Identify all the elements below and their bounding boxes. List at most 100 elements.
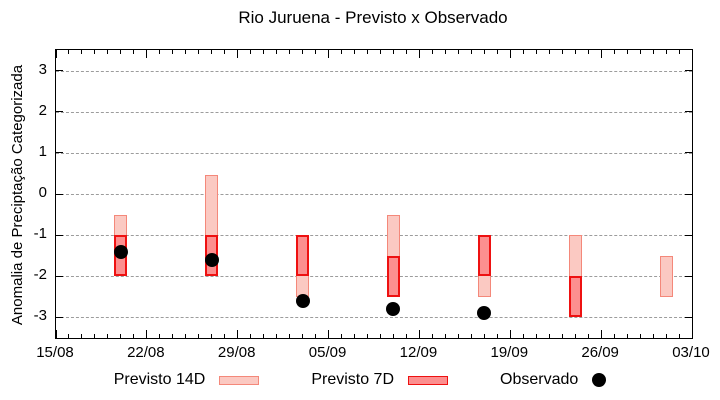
bar-previsto-7d-17-09: [477, 235, 491, 277]
y-tick-right: [685, 234, 692, 236]
x-tick-minor-top: [120, 50, 122, 54]
y-tick-label: 2: [38, 101, 47, 119]
x-tick-minor: [276, 334, 278, 338]
x-tick-major: [418, 330, 420, 338]
y-tick-left: [56, 152, 63, 154]
bar-previsto-7d-03-09: [296, 235, 310, 277]
x-tick-minor: [392, 334, 394, 338]
x-tick-major: [237, 330, 239, 338]
x-tick-minor-top: [354, 50, 356, 54]
x-tick-minor-top: [561, 50, 563, 54]
x-tick-minor: [587, 334, 589, 338]
x-tick-minor: [107, 334, 109, 338]
x-tick-label: 12/09: [399, 344, 438, 361]
x-tick-label: 26/09: [581, 344, 619, 361]
x-tick-minor-top: [224, 50, 226, 54]
legend-swatch-previsto_7d: [408, 375, 449, 385]
legend-label-previsto_7d: Previsto 7D: [311, 371, 395, 388]
x-tick-minor-top: [289, 50, 291, 54]
x-tick-minor-top: [652, 50, 654, 54]
x-tick-major-top: [600, 50, 602, 58]
x-tick-minor-top: [198, 50, 200, 54]
x-tick-minor: [431, 334, 433, 338]
x-tick-minor: [574, 334, 576, 338]
x-tick-minor: [496, 334, 498, 338]
x-tick-minor: [483, 334, 485, 338]
legend-item-previsto_14d: Previsto 14D: [114, 371, 260, 389]
x-tick-minor: [652, 334, 654, 338]
x-tick-minor-top: [94, 50, 96, 54]
y-tick-label: -3: [33, 307, 47, 325]
gridline-y-3: [56, 70, 692, 72]
x-tick-major: [55, 330, 57, 338]
x-tick-minor: [68, 334, 70, 338]
x-tick-minor-top: [250, 50, 252, 54]
x-tick-minor: [613, 334, 615, 338]
x-tick-minor: [367, 334, 368, 338]
x-tick-minor: [626, 334, 628, 338]
x-tick-major: [600, 330, 602, 338]
y-tick-left: [56, 193, 63, 195]
x-tick-minor-top: [392, 50, 394, 54]
x-tick-minor-top: [81, 50, 83, 54]
x-tick-minor: [185, 334, 187, 338]
x-tick-label: 29/08: [217, 344, 256, 361]
y-tick-right: [685, 111, 692, 113]
x-tick-minor-top: [133, 50, 135, 54]
y-tick-left: [56, 275, 63, 277]
x-tick-major-top: [418, 50, 420, 58]
x-tick-minor: [470, 334, 472, 338]
x-tick-label: 22/08: [127, 344, 165, 361]
x-tick-minor-top: [639, 50, 641, 54]
y-tick-left: [56, 234, 63, 236]
plot-area: [55, 49, 693, 339]
x-tick-minor: [94, 334, 96, 338]
x-tick-minor: [341, 334, 343, 338]
x-tick-major-top: [691, 50, 693, 58]
x-tick-minor-top: [444, 50, 446, 54]
y-tick-left: [56, 316, 63, 318]
x-tick-minor: [522, 334, 524, 338]
gridline-y--3: [56, 317, 692, 319]
x-tick-minor-top: [678, 50, 680, 54]
x-tick-minor-top: [522, 50, 524, 54]
x-tick-label: 03/10: [672, 344, 710, 361]
x-tick-minor-top: [431, 50, 433, 54]
x-tick-minor: [354, 334, 356, 338]
legend: Previsto 14D Previsto 7D Observado: [0, 371, 720, 389]
x-tick-major-top: [509, 50, 511, 58]
y-tick-right: [685, 70, 692, 72]
chart-title: Rio Juruena - Previsto x Observado: [238, 8, 508, 27]
x-tick-minor: [457, 334, 459, 338]
x-tick-minor-top: [107, 50, 109, 54]
legend-item-previsto_7d: Previsto 7D: [311, 371, 449, 389]
x-tick-minor: [133, 334, 135, 338]
x-tick-minor-top: [483, 50, 485, 54]
x-tick-minor-top: [587, 50, 589, 54]
y-tick-right: [685, 316, 692, 318]
x-tick-minor: [289, 334, 291, 338]
x-tick-minor: [379, 334, 381, 338]
x-tick-minor-top: [159, 50, 161, 54]
gridline-y-0: [56, 194, 692, 195]
legend-label-previsto_14d: Previsto 14D: [113, 371, 206, 388]
y-tick-left: [56, 70, 63, 72]
x-tick-minor-top: [496, 50, 498, 54]
x-tick-minor-top: [379, 50, 381, 54]
y-tick-label: 1: [38, 142, 47, 160]
x-tick-minor-top: [405, 50, 407, 54]
x-tick-minor: [639, 334, 641, 338]
x-tick-minor: [678, 334, 680, 338]
x-tick-minor-top: [470, 50, 472, 54]
x-tick-minor-top: [613, 50, 615, 54]
x-tick-minor: [159, 334, 161, 338]
x-tick-label: 19/09: [490, 344, 529, 361]
y-tick-label: 0: [38, 184, 47, 201]
x-tick-minor-top: [172, 50, 174, 54]
x-tick-minor-top: [367, 50, 368, 54]
x-tick-minor: [211, 334, 213, 338]
bar-previsto-7d-10-09: [386, 255, 400, 297]
gridline-y--2: [56, 276, 692, 278]
x-tick-minor: [250, 334, 252, 338]
